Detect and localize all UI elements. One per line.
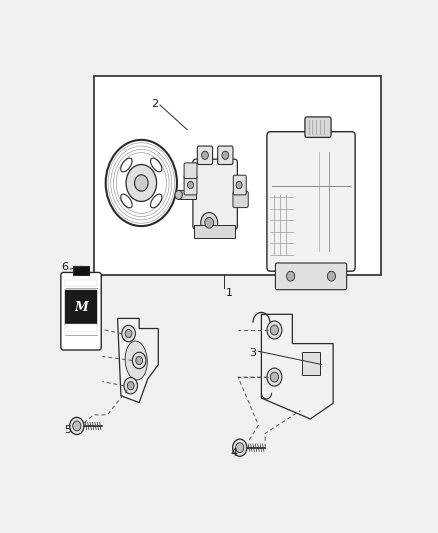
Circle shape — [270, 372, 279, 382]
Circle shape — [286, 271, 295, 281]
Circle shape — [70, 417, 84, 434]
Bar — [65, 324, 97, 332]
Circle shape — [236, 443, 244, 453]
Circle shape — [222, 151, 229, 159]
Bar — [194, 225, 235, 238]
Text: 1: 1 — [226, 288, 233, 297]
Circle shape — [187, 181, 194, 189]
Circle shape — [127, 382, 134, 390]
Text: 5: 5 — [64, 425, 71, 435]
Circle shape — [124, 377, 138, 394]
Text: 4: 4 — [230, 448, 237, 458]
Circle shape — [125, 329, 132, 338]
Bar — [74, 266, 88, 276]
Circle shape — [267, 321, 282, 339]
Bar — [65, 290, 97, 325]
Circle shape — [122, 325, 135, 342]
Circle shape — [201, 213, 218, 233]
Polygon shape — [261, 314, 333, 419]
Text: 2: 2 — [151, 99, 159, 109]
FancyBboxPatch shape — [184, 175, 197, 195]
Circle shape — [236, 181, 242, 189]
Text: 3: 3 — [249, 348, 256, 358]
Circle shape — [270, 325, 279, 335]
Bar — [65, 280, 97, 286]
Circle shape — [73, 421, 81, 431]
Ellipse shape — [125, 341, 147, 380]
Circle shape — [134, 175, 148, 191]
Circle shape — [106, 140, 177, 226]
Bar — [302, 352, 320, 375]
Circle shape — [132, 352, 146, 369]
Circle shape — [233, 439, 247, 456]
Text: M: M — [74, 301, 88, 314]
Ellipse shape — [121, 194, 132, 208]
Ellipse shape — [151, 158, 162, 172]
FancyBboxPatch shape — [193, 159, 237, 229]
FancyBboxPatch shape — [197, 146, 212, 165]
Text: 6: 6 — [61, 262, 68, 272]
FancyBboxPatch shape — [233, 175, 246, 195]
Circle shape — [267, 368, 282, 386]
FancyBboxPatch shape — [276, 263, 346, 290]
FancyBboxPatch shape — [305, 117, 331, 138]
FancyBboxPatch shape — [61, 272, 101, 350]
Circle shape — [175, 190, 182, 199]
FancyBboxPatch shape — [184, 163, 197, 179]
Circle shape — [201, 151, 208, 159]
Circle shape — [205, 217, 214, 228]
FancyBboxPatch shape — [218, 146, 233, 165]
Polygon shape — [117, 318, 158, 402]
FancyBboxPatch shape — [233, 191, 248, 207]
Bar — [94, 76, 381, 276]
FancyBboxPatch shape — [267, 132, 355, 271]
Circle shape — [327, 271, 336, 281]
Ellipse shape — [121, 158, 132, 172]
Circle shape — [126, 165, 157, 201]
Ellipse shape — [151, 194, 162, 208]
Bar — [178, 190, 196, 199]
Circle shape — [136, 357, 143, 365]
